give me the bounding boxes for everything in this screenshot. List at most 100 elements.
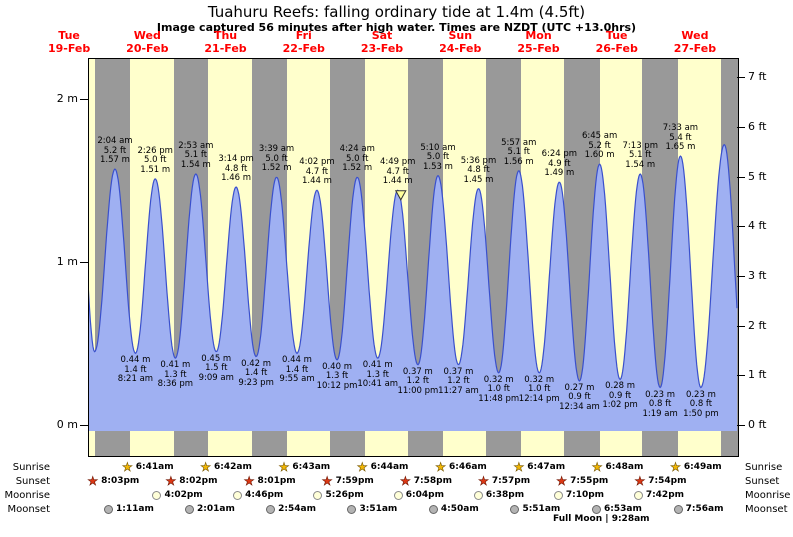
sunset-event: ★ 8:02pm [165, 475, 217, 488]
high-tide-label: 5:57 am 5.1 ft 1.56 m [501, 138, 536, 168]
tide-label-line: 1.44 m [301, 176, 332, 187]
event-time: 4:50am [440, 504, 479, 514]
day-date: 25-Feb [517, 41, 560, 55]
tide-label-line: 9:55 am [279, 374, 315, 385]
event-time: 7:57pm [491, 476, 531, 486]
tide-label-line: 0.8 ft [648, 399, 672, 409]
tide-label-line: 1.3 ft [164, 369, 187, 380]
high-tide-label: 4:24 am 5.0 ft 1.52 m [340, 145, 375, 174]
tide-line [89, 143, 738, 389]
tide-label-line: 5:36 pm [460, 155, 497, 166]
tide-label-line: 5.4 ft [669, 132, 692, 143]
tide-label-line: 1.46 m [221, 173, 252, 184]
tide-label-line: 8:36 pm [157, 379, 194, 390]
day-date: 21-Feb [204, 41, 247, 55]
tide-label-line: 1.56 m [503, 156, 534, 167]
tide-label-line: 0.42 m [241, 358, 272, 369]
tide-label-line: 4.7 ft [386, 166, 409, 177]
moonset-circle-icon [185, 504, 195, 514]
moonrise-circle-icon [393, 490, 403, 500]
day-label: Thu 21-Feb [204, 29, 247, 55]
low-tide-label: 0.44 m 1.4 ft 8:21 am [118, 356, 153, 385]
day-label: Fri 22-Feb [283, 29, 325, 55]
tide-label-line: 1.0 ft [528, 384, 551, 395]
tide-label-line: 11:48 pm [478, 393, 520, 404]
event-time: 7:10pm [565, 490, 605, 500]
tide-label-line: 1.65 m [665, 142, 696, 153]
sunset-event: ★ 8:03pm [87, 475, 139, 488]
tide-label-line: 1.45 m [463, 174, 494, 185]
tide-label-line: 1.60 m [584, 150, 615, 161]
row-label-right-moonrise: Moonrise [745, 490, 791, 501]
tide-label-line: 6:24 pm [541, 149, 578, 160]
tide-label-line: 0.8 ft [689, 399, 713, 409]
tide-label-line: 1:19 am [642, 408, 678, 419]
low-tide-label: 0.40 m 1.3 ft 10:12 pm [317, 362, 358, 392]
tide-label-line: 2:04 am [97, 136, 133, 147]
y-axis-label-m: 1 m [56, 255, 78, 268]
tide-label-line: 0.32 m [524, 374, 555, 385]
low-tide-label: 0.41 m 1.3 ft 10:41 am [357, 361, 398, 390]
event-time: 2:54am [278, 504, 316, 514]
sunrise-star-icon: ★ [278, 460, 290, 474]
tide-label-line: 6:45 am [581, 131, 618, 142]
sunrise-event: ★ 6:42am [200, 460, 252, 474]
tide-label-line: 5.0 ft [346, 153, 369, 164]
tide-label-line: 4.9 ft [548, 158, 571, 169]
moonrise-event: 4:02pm [152, 489, 203, 501]
event-time: 8:01pm [257, 476, 296, 486]
tide-label-line: 0.44 m [282, 355, 312, 366]
sunset-event: ★ 7:58pm [400, 474, 452, 488]
page-subtitle: Image captured 56 minutes after high wat… [156, 21, 637, 34]
axis-tick [737, 275, 745, 277]
tide-label-line: 1.2 ft [406, 376, 430, 387]
event-time: 6:48am [605, 462, 644, 472]
sunrise-star-icon: ★ [513, 460, 525, 474]
moonset-circle-icon [428, 504, 438, 514]
high-tide-label: 6:45 am 5.2 ft 1.60 m [582, 132, 617, 161]
tide-label-line: 2:26 pm [137, 145, 173, 156]
y-axis-label-ft: 4 ft [748, 219, 767, 233]
sunrise-event: ★ 6:46am [435, 461, 487, 474]
tide-label-line: 5.0 ft [144, 155, 167, 166]
sunrise-star-icon: ★ [200, 460, 212, 474]
tide-label-line: 5.1 ft [184, 150, 208, 161]
tide-label-line: 1.44 m [382, 176, 413, 187]
moonset-event: 4:50am [428, 503, 479, 515]
moonset-event: 6:53am [592, 503, 642, 515]
tide-label-line: 0.27 m [564, 382, 595, 393]
event-time: 1:11am [116, 504, 154, 514]
low-tide-label: 0.44 m 1.4 ft 9:55 am [279, 356, 314, 385]
sunset-star-icon: ★ [321, 474, 333, 488]
high-tide-label: 2:04 am 5.2 ft 1.57 m [97, 137, 132, 166]
day-date: 20-Feb [126, 41, 169, 55]
tide-label-line: 1.4 ft [244, 368, 268, 379]
day-name: Tue [605, 29, 628, 42]
sunset-event: ★ 8:01pm [243, 475, 296, 488]
moonrise-circle-icon [473, 490, 483, 500]
day-name: Sat [371, 29, 393, 42]
tide-label-line: 1.51 m [140, 164, 171, 175]
moonset-event: 3:51am [347, 503, 397, 515]
event-time: 7:42pm [645, 490, 685, 500]
high-tide-label: 3:39 am 5.0 ft 1.52 m [259, 145, 294, 174]
tide-label-line: 1.0 ft [487, 384, 510, 395]
tide-label-line: 1.4 ft [124, 364, 147, 375]
y-axis-label-m: 2 m [56, 92, 78, 105]
sunset-star-icon: ★ [400, 474, 411, 488]
day-date: 23-Feb [360, 41, 404, 55]
sunrise-event: ★ 6:43am [278, 460, 330, 474]
high-tide-label: 5:36 pm 4.8 ft 1.45 m [460, 155, 497, 186]
moonrise-circle-icon [553, 490, 563, 500]
tide-label-line: 12:34 am [559, 401, 600, 412]
high-tide-label: 2:26 pm 5.0 ft 1.51 m [137, 145, 173, 176]
moonset-event: 2:01am [185, 503, 235, 515]
y-axis-label-ft: 3 ft [748, 268, 767, 282]
event-time: 2:01am [197, 504, 235, 514]
tide-label-line: 5:10 am [420, 142, 456, 153]
row-label-left-sunset: Sunset [15, 476, 50, 487]
tide-label-line: 4.8 ft [467, 165, 490, 176]
tide-label-line: 1.2 ft [447, 376, 470, 387]
moonset-circle-icon [510, 504, 520, 514]
axis-tick [737, 126, 745, 128]
